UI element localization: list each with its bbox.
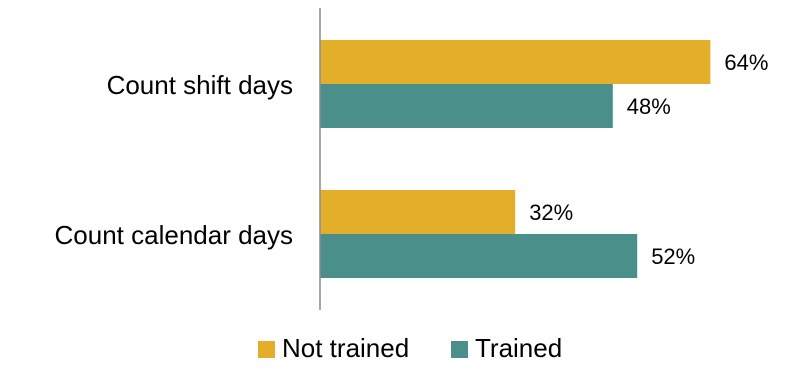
value-label-not-trained-count-shift-days: 64% [724,50,768,75]
value-label-trained-count-calendar-days: 52% [651,244,695,269]
bar-trained-count-calendar-days [320,234,638,278]
value-labels-layer: 64% 48% 32% 52% [529,50,768,269]
category-label-count-shift-days: Count shift days [107,70,293,100]
bar-not-trained-count-shift-days [320,40,711,84]
legend: Not trained Trained [258,333,562,363]
legend-swatch-trained [451,341,468,358]
value-label-trained-count-shift-days: 48% [627,94,671,119]
bars-layer [320,40,711,278]
value-label-not-trained-count-calendar-days: 32% [529,200,573,225]
category-label-count-calendar-days: Count calendar days [55,220,293,250]
bar-trained-count-shift-days [320,84,613,128]
legend-label-not-trained: Not trained [282,333,409,363]
bar-not-trained-count-calendar-days [320,190,516,234]
category-labels-layer: Count shift days Count calendar days [55,70,293,250]
legend-swatch-not-trained [258,341,275,358]
legend-label-trained: Trained [475,333,562,363]
